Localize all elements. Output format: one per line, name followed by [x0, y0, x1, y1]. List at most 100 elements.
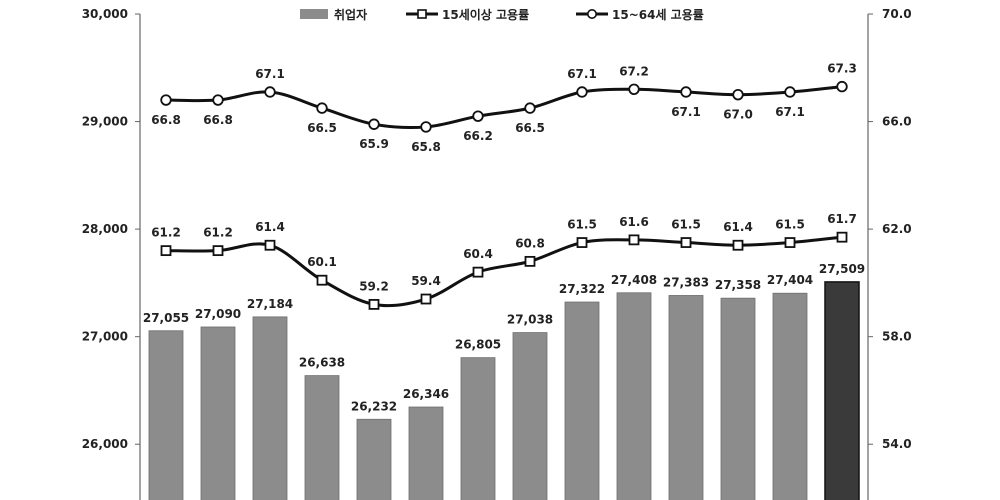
line-value-label: 67.3	[827, 62, 857, 76]
bar	[200, 326, 236, 500]
bar-value-label: 26,346	[403, 387, 449, 401]
bar	[252, 316, 288, 500]
bar	[148, 330, 184, 500]
circle-point	[576, 86, 588, 98]
bar	[356, 418, 392, 500]
bar	[460, 357, 496, 500]
line-series	[160, 80, 848, 310]
square-point	[836, 231, 848, 243]
bar-value-label: 27,322	[559, 282, 605, 296]
bar-value-label: 27,184	[247, 297, 293, 311]
left-tick-label: 27,000	[82, 330, 128, 344]
legend-label: 15세이상 고용률	[442, 7, 529, 22]
right-tick-label: 70.0	[882, 7, 912, 21]
line-value-label: 61.2	[151, 226, 181, 240]
square-point	[784, 237, 796, 248]
line-value-label: 67.1	[255, 67, 285, 81]
line-value-label: 65.9	[359, 137, 389, 151]
bar-value-label: 27,404	[767, 273, 813, 287]
bar	[616, 292, 652, 500]
circle-point	[264, 86, 276, 98]
circle-point	[680, 86, 692, 98]
line-value-label: 67.1	[567, 67, 597, 81]
square-point	[732, 239, 744, 251]
circle-point	[784, 86, 796, 98]
line-value-label: 67.1	[775, 105, 805, 119]
square-point	[212, 245, 224, 257]
circle-point	[160, 94, 172, 106]
line-value-label: 59.4	[411, 274, 441, 288]
bar-value-label: 27,358	[715, 278, 761, 292]
bar-value-label: 27,383	[663, 275, 709, 289]
line-value-label: 61.5	[671, 218, 701, 232]
left-tick-label: 30,000	[82, 7, 128, 21]
square-point	[368, 298, 380, 310]
line-value-label: 65.8	[411, 140, 441, 154]
line-value-label: 61.5	[567, 218, 597, 232]
data-labels: 27,055 27,090 27,184 26,638 26,232 26,346 26,8…	[143, 62, 865, 414]
legend-square-marker	[417, 9, 427, 19]
line-value-label: 66.2	[463, 129, 493, 143]
bar-value-label: 27,055	[143, 311, 189, 325]
line-value-label: 60.8	[515, 236, 545, 250]
bar-value-label: 27,408	[611, 273, 657, 287]
bar	[408, 406, 444, 500]
line-value-label: 67.2	[619, 64, 649, 78]
left-tick-label: 28,000	[82, 222, 128, 236]
bar	[772, 292, 808, 500]
line-value-label: 59.2	[359, 279, 389, 293]
square-point	[576, 237, 588, 248]
left-tick-label: 26,000	[82, 437, 128, 451]
bar	[668, 295, 704, 500]
legend: 취업자 15세이상 고용률 15~64세 고용률	[270, 3, 730, 25]
circle-point	[368, 118, 380, 130]
line-value-label: 61.4	[723, 220, 753, 234]
bar	[720, 297, 756, 500]
line-value-label: 60.4	[463, 247, 493, 261]
square-point	[628, 234, 640, 246]
bar-value-label: 26,232	[351, 399, 397, 413]
bar	[512, 332, 548, 500]
right-tick-label: 66.0	[882, 115, 912, 129]
square-point	[160, 245, 172, 257]
line-value-label: 66.8	[151, 113, 181, 127]
line-value-label: 61.5	[775, 218, 805, 232]
right-tick-label: 62.0	[882, 222, 912, 236]
left-tick-label: 29,000	[82, 115, 128, 129]
square-point	[472, 266, 484, 278]
square-point	[420, 293, 432, 305]
right-tick-label: 58.0	[882, 330, 912, 344]
axes: 26,000 27,000 28,000 29,000 30,000 54.0 58.0 62…	[82, 7, 912, 500]
square-point	[680, 237, 692, 248]
legend-label: 취업자	[334, 7, 367, 22]
circle-point	[212, 94, 224, 106]
bar-value-label: 27,090	[195, 307, 241, 321]
line-value-label: 67.0	[723, 108, 753, 122]
circle-point	[420, 121, 432, 133]
square-point	[316, 274, 328, 286]
bar-value-label: 26,805	[455, 338, 501, 352]
bar-value-label: 26,638	[299, 356, 345, 370]
square-point	[524, 255, 536, 267]
line-value-label: 61.4	[255, 220, 285, 234]
line-value-label: 61.7	[827, 212, 857, 226]
bar	[824, 281, 860, 500]
legend-label: 15~64세 고용률	[612, 7, 704, 22]
line-value-label: 67.1	[671, 105, 701, 119]
bar-value-label: 27,509	[819, 262, 865, 276]
line-value-label: 66.5	[307, 121, 337, 135]
bar-series	[148, 281, 860, 500]
line-value-label: 61.2	[203, 226, 233, 240]
bar	[564, 301, 600, 500]
circle-point	[836, 80, 848, 93]
line-value-label: 66.8	[203, 113, 233, 127]
square-point	[264, 239, 276, 251]
line-value-label: 60.1	[307, 255, 337, 269]
legend-bar-swatch	[300, 9, 328, 19]
circle-point	[628, 83, 640, 95]
bar-value-label: 27,038	[507, 313, 553, 327]
bar	[304, 375, 340, 500]
line-value-label: 61.6	[619, 215, 649, 229]
line-value-label: 66.5	[515, 121, 545, 135]
